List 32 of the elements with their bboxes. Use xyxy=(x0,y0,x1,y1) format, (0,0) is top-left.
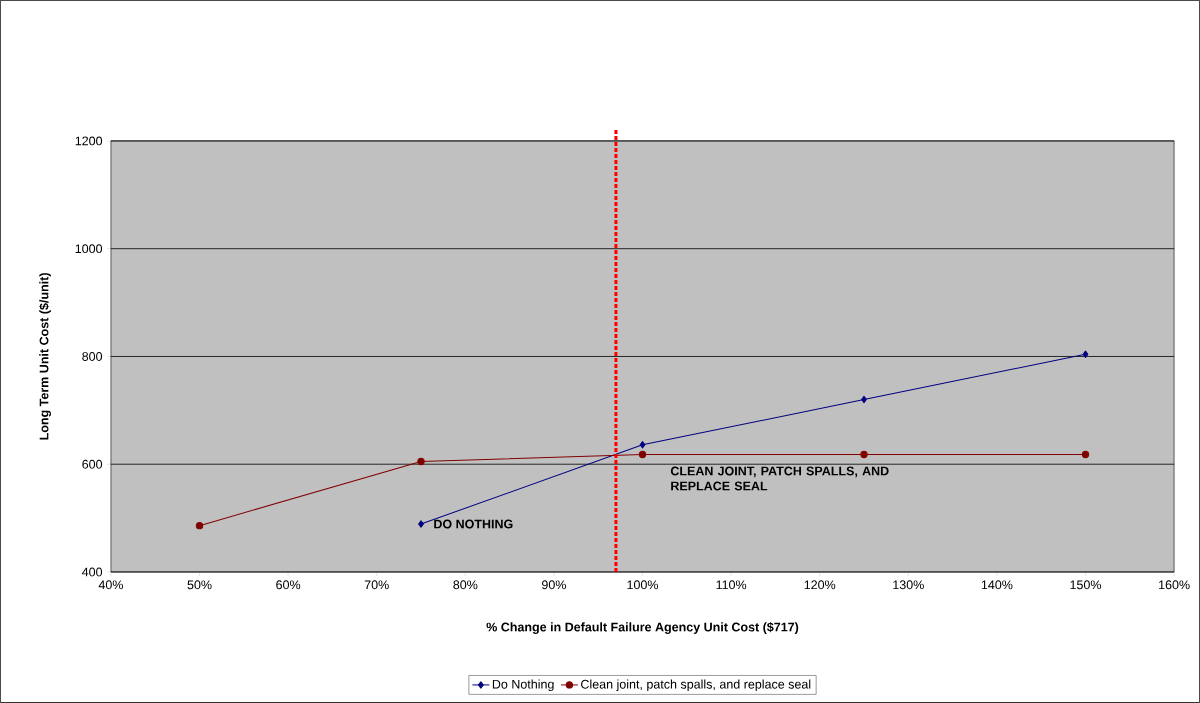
point xyxy=(417,457,425,466)
x-tick-label: 50% xyxy=(187,580,212,590)
point xyxy=(639,441,646,449)
x-axis-title: % Change in Default Failure Agency Unit Cost ($717) xyxy=(486,622,799,635)
x-tick-label: 150% xyxy=(1070,580,1102,590)
y-axis-title: Long Term Unit Cost ($/unit) xyxy=(39,273,51,440)
point xyxy=(860,450,868,459)
x-tick-label: 90% xyxy=(542,580,566,590)
x-tick-label: 80% xyxy=(453,580,478,590)
point xyxy=(418,520,424,528)
x-tick-label: 160% xyxy=(1159,580,1190,590)
legend-label: Do Nothing xyxy=(492,679,554,692)
x-tick-label: 70% xyxy=(364,580,389,590)
point xyxy=(195,521,204,530)
x-tick-label: 40% xyxy=(98,580,123,590)
y-tick-label: 800 xyxy=(82,352,103,361)
y-tick-label: 1000 xyxy=(75,244,103,254)
x-tick-label: 110% xyxy=(716,580,747,590)
y-tick-label: 1200 xyxy=(75,136,103,146)
point xyxy=(638,450,647,459)
legend-label: Clean joint, patch spalls, and replace seal xyxy=(581,679,811,692)
annotation: DO NOTHING xyxy=(434,519,513,529)
x-tick-label: 130% xyxy=(893,580,924,590)
annotation: CLEAN JOINT, PATCH SPALLS, AND REPLACE SEAL xyxy=(670,466,889,491)
x-tick-label: 140% xyxy=(981,580,1013,590)
x-tick-label: 60% xyxy=(276,580,301,590)
point xyxy=(1082,350,1089,359)
y-tick-label: 400 xyxy=(81,567,103,577)
x-tick-label: 100% xyxy=(627,580,659,590)
point xyxy=(1081,450,1090,459)
x-tick-label: 120% xyxy=(804,580,836,590)
y-tick-label: 600 xyxy=(82,459,103,469)
